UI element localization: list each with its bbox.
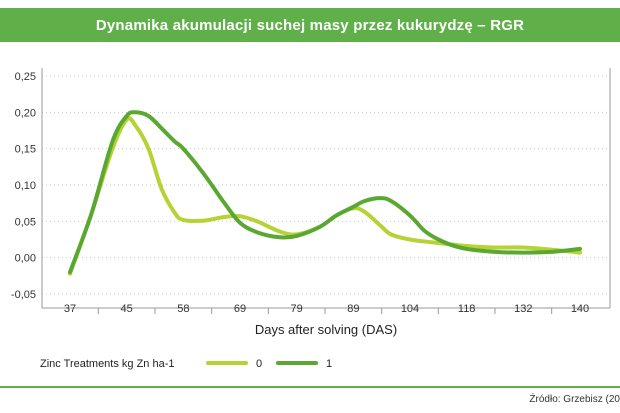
x-axis-label: Days after solving (DAS) (255, 322, 397, 337)
legend-label-0: 0 (256, 358, 262, 370)
y-tick-label: 0,20 (15, 107, 36, 119)
legend-title: Zinc Treatments kg Zn ha-1 (40, 358, 175, 370)
y-tick-label: 0,25 (15, 71, 36, 83)
x-tick-label: 89 (347, 303, 359, 315)
x-tick-label: 79 (291, 303, 303, 315)
x-tick-label: 140 (571, 303, 589, 315)
y-tick-label: -0,05 (11, 289, 36, 301)
series-line-1 (68, 110, 582, 275)
x-tick-label: 69 (234, 303, 246, 315)
y-tick-label: 0,05 (15, 216, 36, 228)
x-tick-label: 37 (64, 303, 76, 315)
y-tick-label: 0,15 (15, 144, 36, 156)
y-tick-label: 0,00 (15, 253, 36, 265)
x-tick-label: 104 (401, 303, 419, 315)
x-tick-label: 132 (514, 303, 532, 315)
x-tick-label: 45 (121, 303, 133, 315)
legend-label-1: 1 (326, 358, 332, 370)
source-note: Źródło: Grzebisz (20 (529, 394, 620, 405)
chart-title: Dynamika akumulacji suchej masy przez ku… (95, 16, 525, 34)
y-tick-label: 0,10 (15, 180, 36, 192)
x-tick-label: 58 (177, 303, 189, 315)
x-tick-label: 118 (458, 303, 476, 315)
chart-title-bar: Dynamika akumulacji suchej masy przez ku… (0, 8, 620, 42)
